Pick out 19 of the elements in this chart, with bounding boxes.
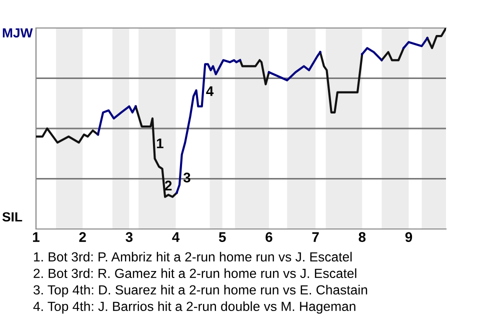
x-tick-label: 7 [312,232,319,242]
text: 4. Top 4th: J. Barrios hit a 2-run double vs M. Hageman [33,301,356,314]
text: 2. Bot 3rd: R. Gamez hit a 2-run home run vs J. Escatel [34,268,356,278]
annotation: 1 [156,138,164,148]
annotation: 4 [206,86,214,96]
x-tick-label: 6 [266,232,272,242]
x-tick-label: 5 [218,232,226,242]
x-tick-label: 2 [79,232,86,242]
x-tick-label: 9 [405,232,412,242]
annotation: 3 [183,172,190,182]
x-tick-label: 3 [126,232,133,242]
text: MJW [2,28,33,38]
x-tick-label: 1 [33,232,40,242]
text: 1. Bot 3rd: P. Ambriz hit a 2-run home run vs J. Escatel [34,252,352,262]
text: SIL [2,212,22,222]
annotation: 2 [164,180,172,190]
text: 3. Top 4th: D. Suarez hit a 2-run home run vs E. Chastain [34,284,368,298]
x-tick-label: 8 [358,232,366,242]
x-tick-label: 4 [172,232,180,242]
